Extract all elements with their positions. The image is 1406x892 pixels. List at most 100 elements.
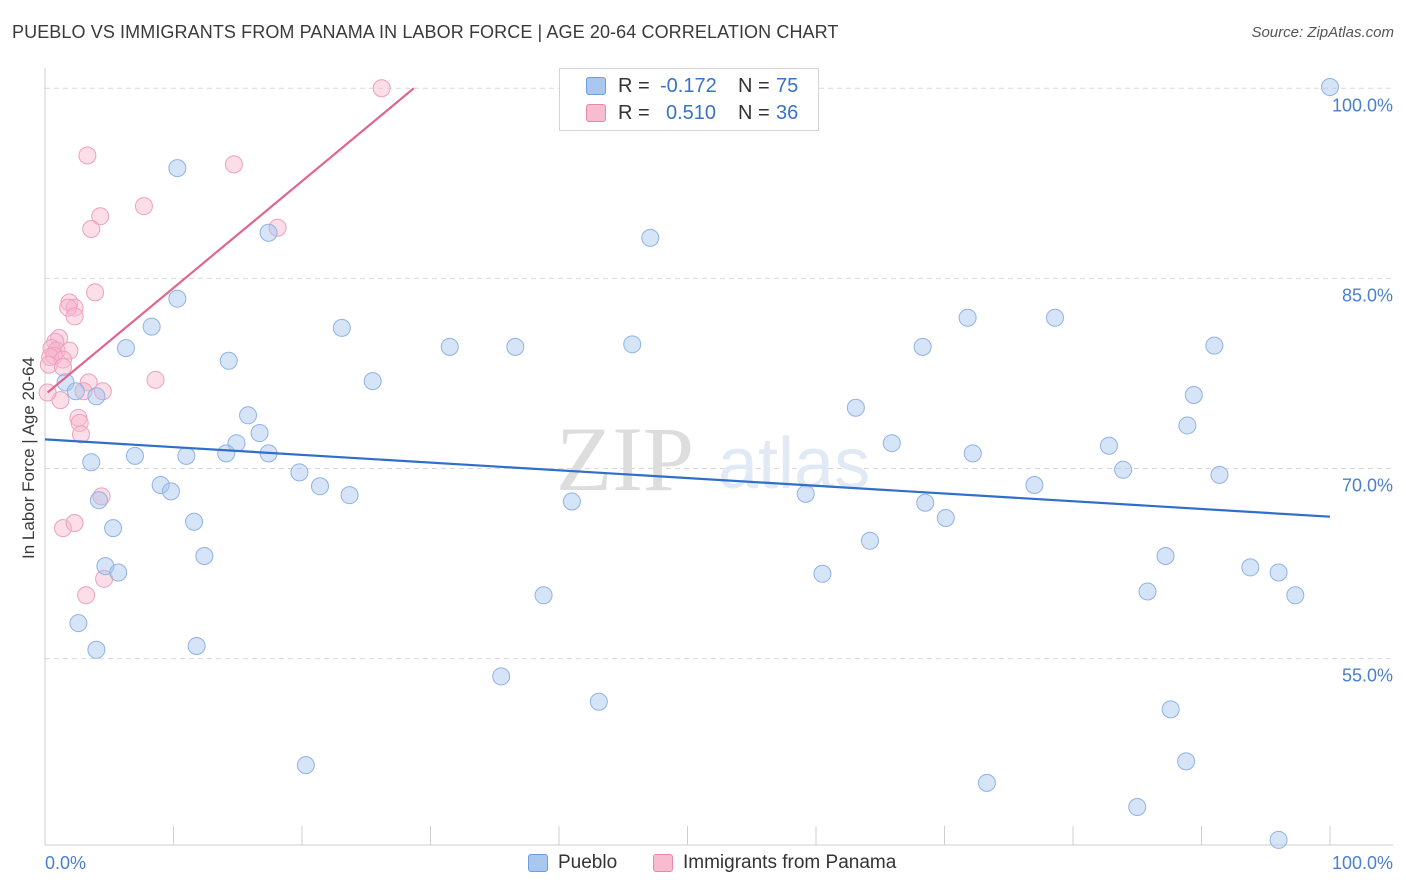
tick-labels: 55.0% 70.0% 85.0% 100.0% 0.0% 100.0% <box>45 95 1393 873</box>
pueblo-point-46 <box>916 493 935 512</box>
pueblo-point-70 <box>1128 797 1147 816</box>
watermark-zip: ZIP <box>556 408 694 510</box>
pueblo-point-53 <box>109 563 128 582</box>
panama-point-1 <box>78 146 97 165</box>
pueblo-point-37 <box>1210 465 1229 484</box>
pueblo-point-63 <box>187 636 206 655</box>
pueblo-point-62 <box>87 640 106 659</box>
pueblo-point-12 <box>440 337 459 356</box>
panama-point-34 <box>77 586 96 605</box>
panama-point-6 <box>268 218 287 237</box>
legend-row-panama: R = 0.510 N = 36 <box>586 100 798 126</box>
pueblo-point-18 <box>66 382 85 401</box>
pueblo-point-23 <box>1184 386 1203 405</box>
pueblo-point-2 <box>168 159 187 178</box>
pueblo-point-65 <box>589 692 608 711</box>
pueblo-point-15 <box>913 337 932 356</box>
pueblo-point-61 <box>69 614 88 633</box>
pueblo-point-42 <box>796 484 815 503</box>
legend-item-panama[interactable]: Immigrants from Panama <box>653 852 896 874</box>
pueblo-point-5 <box>168 289 187 308</box>
pueblo-point-4 <box>641 228 660 247</box>
gridlines <box>45 87 1393 660</box>
legend-label-panama: Immigrants from Panama <box>683 852 897 873</box>
legend-swatch-panama <box>653 854 673 872</box>
trend-lines <box>44 87 1331 518</box>
panama-point-22 <box>79 373 98 392</box>
y-tick-label-2: 85.0% <box>1342 285 1393 305</box>
pueblo-point-41 <box>340 486 359 505</box>
pueblo-point-30 <box>177 446 196 465</box>
legend-swatch-pueblo <box>528 854 548 872</box>
pueblo-point-54 <box>813 564 832 583</box>
pueblo-point-29 <box>125 446 144 465</box>
panama-point-21 <box>53 358 72 377</box>
pueblo-point-8 <box>958 308 977 327</box>
series-panama-points <box>38 79 391 605</box>
legend-r-label: R = <box>618 74 650 97</box>
pueblo-point-28 <box>1099 436 1118 455</box>
pueblo-point-16 <box>1205 336 1224 355</box>
pueblo-point-24 <box>250 424 269 443</box>
panama-point-10 <box>59 298 78 317</box>
legend-swatch-pueblo <box>586 77 606 95</box>
panama-point-29 <box>71 425 90 444</box>
pueblo-point-58 <box>534 586 553 605</box>
correlation-legend: R = -0.172 N = 75 R = 0.510 N = 36 <box>559 68 819 131</box>
pueblo-point-39 <box>161 482 180 501</box>
pueblo-point-7 <box>332 318 351 337</box>
pueblo-point-40 <box>310 477 329 496</box>
legend-n-label: N = <box>738 101 770 124</box>
watermark-atlas: atlas <box>718 424 870 504</box>
panama-point-31 <box>53 519 72 538</box>
pueblo-point-17 <box>56 373 75 392</box>
pueblo-point-21 <box>239 406 258 425</box>
pueblo-point-36 <box>1114 460 1133 479</box>
legend-n-value: 36 <box>776 101 799 124</box>
chart-title: PUEBLO VS IMMIGRANTS FROM PANAMA IN LABO… <box>12 22 839 42</box>
pueblo-point-64 <box>492 667 511 686</box>
pueblo-point-14 <box>623 335 642 354</box>
legend-label-pueblo: Pueblo <box>558 852 618 873</box>
y-axis-label: In Labor Force | Age 20-64 <box>19 357 38 559</box>
pueblo-point-9 <box>1046 308 1065 327</box>
pueblo-point-10 <box>116 339 135 358</box>
legend-swatch-panama <box>586 104 606 122</box>
panama-point-15 <box>47 341 66 360</box>
series-legend: Pueblo Immigrants from Panama <box>0 852 1406 878</box>
pueblo-point-43 <box>1025 476 1044 495</box>
panama-point-20 <box>39 355 58 374</box>
panama-point-19 <box>53 350 72 369</box>
axes <box>44 68 1393 846</box>
pueblo-point-33 <box>963 444 982 463</box>
pueblo-point-59 <box>1138 582 1157 601</box>
panama-point-32 <box>65 514 84 533</box>
pueblo-point-1 <box>1321 78 1339 97</box>
y-tick-label-0: 55.0% <box>1342 666 1393 686</box>
panama-point-23 <box>146 370 165 389</box>
pueblo-trend-line <box>44 438 1331 518</box>
pueblo-point-35 <box>290 463 309 482</box>
legend-n-value: 75 <box>776 74 799 97</box>
panama-point-2 <box>224 155 243 174</box>
pueblo-point-34 <box>82 453 101 472</box>
series-pueblo-points <box>56 78 1339 849</box>
pueblo-point-25 <box>1178 416 1197 435</box>
pueblo-point-11 <box>219 351 238 370</box>
source-credit: Source: ZipAtlas.com <box>1251 24 1394 41</box>
pueblo-point-22 <box>846 398 865 417</box>
panama-point-7 <box>86 283 105 302</box>
pueblo-point-68 <box>1177 752 1196 771</box>
pueblo-point-27 <box>882 434 901 453</box>
pueblo-point-60 <box>1286 586 1305 605</box>
y-tick-label-1: 70.0% <box>1342 476 1393 496</box>
legend-r-value: 0.510 <box>666 101 717 124</box>
panama-point-5 <box>82 219 101 238</box>
legend-item-pueblo[interactable]: Pueblo <box>528 852 617 874</box>
pueblo-point-44 <box>89 491 108 510</box>
panama-trend-line <box>46 87 415 394</box>
pueblo-point-50 <box>860 531 879 550</box>
pueblo-point-6 <box>142 317 161 336</box>
panama-point-4 <box>91 207 110 226</box>
